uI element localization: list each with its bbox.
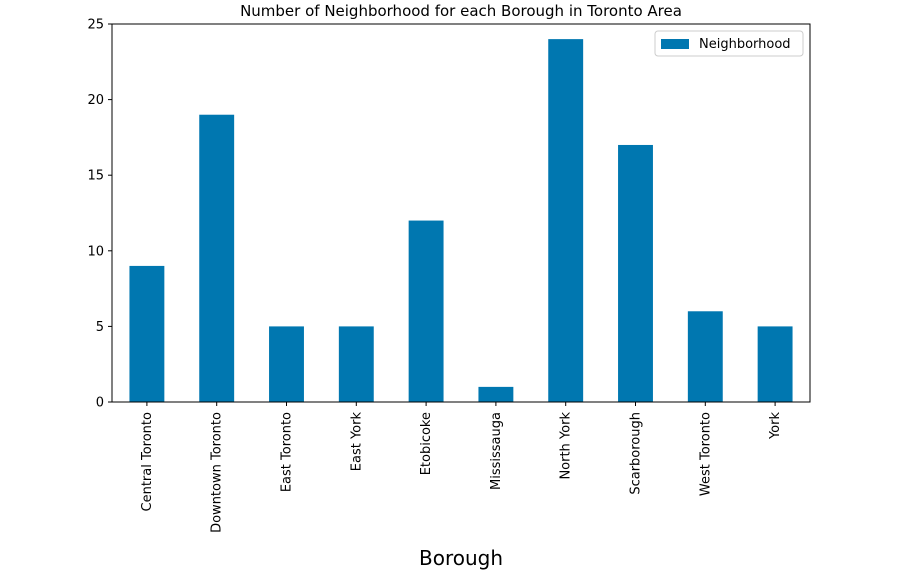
x-tick-label: Downtown Toronto — [210, 412, 225, 533]
x-tick-label: East Toronto — [280, 412, 295, 492]
bar — [408, 220, 444, 402]
plot-area-frame — [111, 23, 811, 403]
y-tick-label: 20 — [87, 93, 104, 108]
legend: Neighborhood — [654, 30, 804, 57]
y-tick-label: 5 — [96, 320, 104, 335]
x-tick-label: Etobicoke — [419, 412, 434, 475]
bar — [548, 39, 584, 403]
legend-frame — [654, 30, 804, 57]
x-axis: Central Toronto Downtown Toronto East Toro… — [140, 402, 783, 533]
chart-title: Number of Neighborhood for each Borough … — [240, 2, 682, 20]
bar — [338, 326, 374, 402]
legend-label: Neighborhood — [699, 37, 791, 52]
bar — [618, 144, 653, 402]
y-tick-label: 0 — [96, 396, 104, 411]
bar — [757, 326, 793, 402]
y-tick-label: 25 — [87, 18, 104, 33]
bar — [129, 265, 165, 402]
bar — [478, 386, 514, 402]
y-tick-label: 10 — [87, 244, 104, 259]
x-tick-label: East York — [349, 412, 364, 472]
x-tick-label: Central Toronto — [140, 412, 155, 512]
bar — [269, 326, 304, 402]
x-tick-label: West Toronto — [698, 412, 713, 496]
bar — [687, 311, 723, 402]
bar — [199, 114, 235, 402]
y-axis: 0 5 10 15 20 25 — [87, 18, 112, 411]
x-axis-label: Borough — [419, 546, 503, 570]
y-tick-label: 15 — [87, 169, 104, 184]
legend-swatch — [661, 39, 689, 49]
x-tick-label: York — [768, 412, 783, 441]
x-tick-label: Scarborough — [629, 412, 644, 495]
x-tick-label: Mississauga — [489, 412, 504, 490]
bar-series — [129, 39, 793, 403]
x-tick-label: North York — [559, 412, 574, 480]
